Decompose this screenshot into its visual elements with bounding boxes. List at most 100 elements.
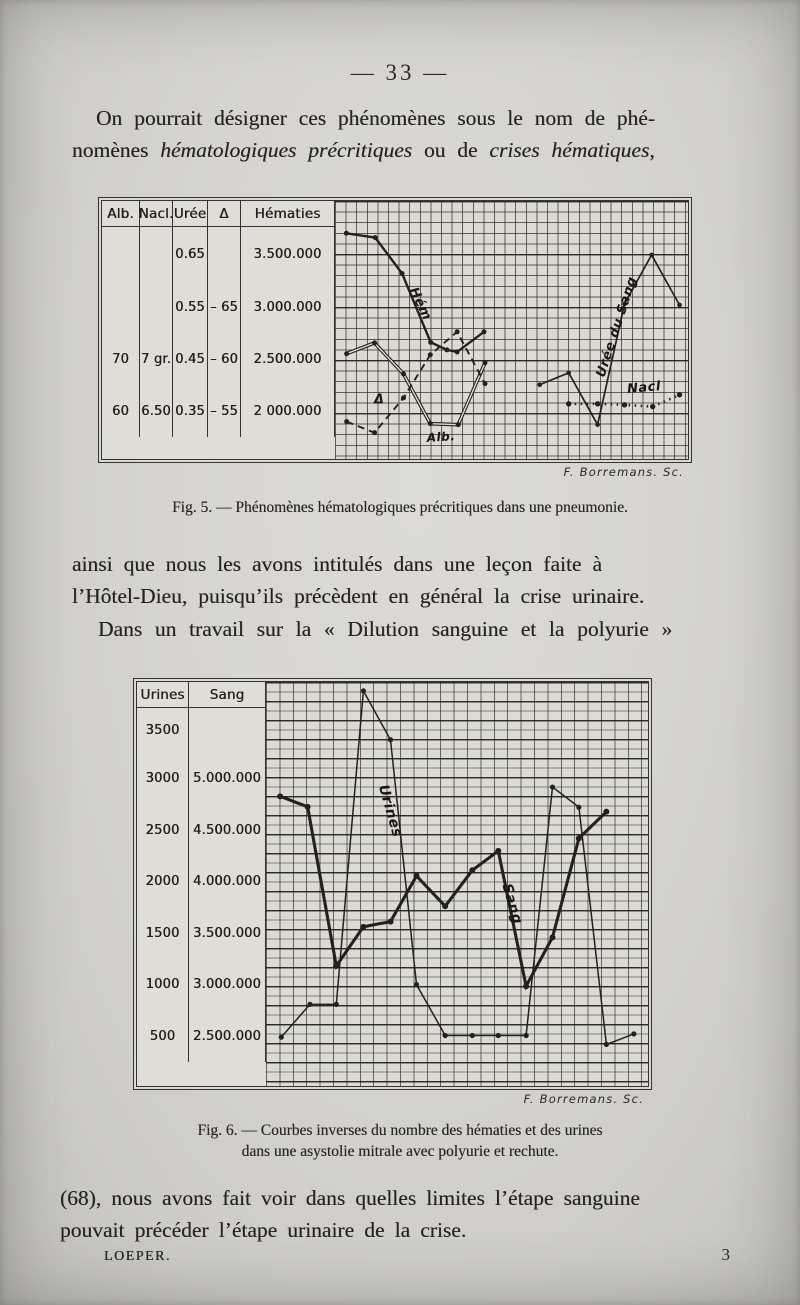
data-point bbox=[650, 403, 656, 410]
running-footer-author: LOEPER. bbox=[104, 1249, 171, 1264]
table-cell: 0.35 bbox=[173, 385, 208, 437]
curve-urines bbox=[280, 688, 635, 1046]
data-point bbox=[595, 422, 600, 427]
data-point bbox=[495, 847, 502, 854]
table-column-header: Alb. bbox=[102, 201, 140, 227]
data-point bbox=[428, 339, 434, 345]
data-point bbox=[469, 867, 476, 874]
data-point bbox=[631, 1031, 637, 1037]
data-point bbox=[603, 808, 610, 815]
table-cell: 1000 bbox=[137, 959, 189, 1011]
data-point bbox=[594, 401, 601, 407]
data-point bbox=[455, 422, 461, 428]
data-point bbox=[387, 918, 394, 925]
data-point bbox=[549, 784, 556, 790]
curve-- bbox=[346, 330, 486, 434]
text-run: (68), nous avons fait voir dans quelles … bbox=[60, 1186, 640, 1210]
figure-6-engraver-signature: F. Borremans. Sc. bbox=[523, 1092, 644, 1106]
data-point bbox=[387, 737, 394, 743]
data-point bbox=[427, 421, 433, 427]
data-point bbox=[603, 1041, 609, 1047]
curve-label-nacl: Nacl bbox=[626, 379, 662, 397]
curve-inner-highlight bbox=[346, 342, 486, 426]
figure-5: Alb. Nacl. Urée Δ Hématies 0.65 3.500.000 0.55–… bbox=[98, 197, 692, 479]
table-cell: 1500 bbox=[137, 907, 189, 959]
table-cell bbox=[189, 708, 266, 753]
table-cell: 70 bbox=[102, 333, 140, 385]
data-point bbox=[495, 1032, 501, 1039]
data-point bbox=[344, 419, 350, 425]
table-cell: 0.65 bbox=[173, 227, 208, 281]
data-point bbox=[400, 395, 406, 401]
data-point bbox=[565, 401, 572, 407]
data-point bbox=[360, 923, 367, 930]
figure-5-caption: Fig. 5. — Phénomènes hématologiques préc… bbox=[172, 499, 628, 516]
table-cell: 5.000.000 bbox=[189, 753, 266, 805]
table-column-header: Sang bbox=[189, 682, 266, 708]
data-point bbox=[442, 903, 449, 910]
data-point bbox=[277, 793, 284, 800]
text-run: nomènes bbox=[72, 138, 161, 162]
table-column-header: Δ bbox=[208, 201, 241, 227]
table-cell: 3.000.000 bbox=[189, 959, 266, 1011]
text-run: l’Hôtel-Dieu, puisqu’ils précèdent en gé… bbox=[72, 584, 645, 608]
data-point bbox=[649, 252, 654, 258]
data-point bbox=[307, 1001, 313, 1007]
data-point bbox=[622, 301, 627, 307]
table-column-header: Urines bbox=[137, 682, 189, 708]
figure-5-engraver-signature: F. Borremans. Sc. bbox=[563, 465, 684, 479]
data-point bbox=[400, 371, 406, 377]
table-column-header: Nacl. bbox=[139, 201, 173, 227]
figure-6-outer-frame: Urines Sang 3500 3000 5.000.000 2500 4.500.000… bbox=[133, 678, 652, 1090]
text-run: ainsi que nous les avons intitulés dans … bbox=[72, 552, 602, 576]
table-cell bbox=[140, 281, 173, 333]
table-column-header: Urée bbox=[173, 201, 208, 227]
table-cell: 2 000.000 bbox=[241, 385, 335, 437]
data-point bbox=[372, 430, 378, 436]
data-point bbox=[278, 1034, 284, 1040]
table-cell: 0.45 bbox=[173, 333, 208, 385]
text-run: ou de bbox=[412, 138, 490, 162]
data-point bbox=[360, 688, 367, 694]
table-cell: 3.000.000 bbox=[241, 281, 335, 333]
data-point bbox=[575, 835, 582, 842]
data-point bbox=[413, 872, 420, 879]
figure-6-frame: Urines Sang 3500 3000 5.000.000 2500 4.500.000… bbox=[136, 681, 649, 1087]
table-cell: – 60 bbox=[208, 333, 241, 385]
chart-curves-svg bbox=[277, 688, 637, 1047]
curve-sang bbox=[279, 794, 608, 991]
data-point bbox=[444, 347, 450, 353]
figure-6-data-table: Urines Sang 3500 3000 5.000.000 2500 4.500.000… bbox=[137, 682, 266, 1086]
data-point bbox=[481, 329, 487, 335]
table-cell: 3.500.000 bbox=[241, 227, 335, 281]
table-cell: 7 gr. bbox=[140, 333, 173, 385]
body-paragraph-2: ainsi que nous les avons intitulés dans … bbox=[72, 548, 750, 612]
table-cell: 6.50 bbox=[140, 385, 173, 437]
page-number: — 33 — bbox=[350, 60, 450, 85]
table-cell bbox=[208, 227, 241, 281]
data-point bbox=[482, 360, 488, 366]
data-point bbox=[537, 382, 543, 387]
curve-label--: Δ bbox=[373, 392, 385, 408]
table-cell: 2000 bbox=[137, 856, 189, 908]
body-paragraph-1: On pourrait désigner ces phénomènes sous… bbox=[72, 102, 750, 166]
figure-5-chart: Hém Alb. Δ Urée du Sang Nacl bbox=[335, 201, 688, 459]
data-point bbox=[427, 352, 433, 358]
curve-ur-e-du-sang bbox=[539, 253, 681, 428]
data-point bbox=[344, 351, 350, 357]
table-cell: – 55 bbox=[208, 385, 241, 437]
figure-5-data-table: Alb. Nacl. Urée Δ Hématies 0.65 3.500.000 0.55–… bbox=[102, 201, 335, 459]
data-point bbox=[523, 1032, 529, 1039]
table-cell: 2.500.000 bbox=[189, 1010, 266, 1062]
data-point bbox=[469, 1032, 475, 1039]
data-point bbox=[621, 402, 628, 408]
figure-6: Urines Sang 3500 3000 5.000.000 2500 4.500.000… bbox=[133, 678, 652, 1106]
table-cell: 0.55 bbox=[173, 281, 208, 333]
italic-text-run: hématologiques précritiques bbox=[160, 138, 413, 162]
data-point bbox=[333, 963, 340, 970]
table-cell: 3500 bbox=[137, 708, 189, 753]
data-point bbox=[372, 235, 378, 241]
data-point bbox=[442, 1032, 448, 1039]
text-run: pouvait précéder l’étape urinaire de la … bbox=[60, 1218, 467, 1242]
